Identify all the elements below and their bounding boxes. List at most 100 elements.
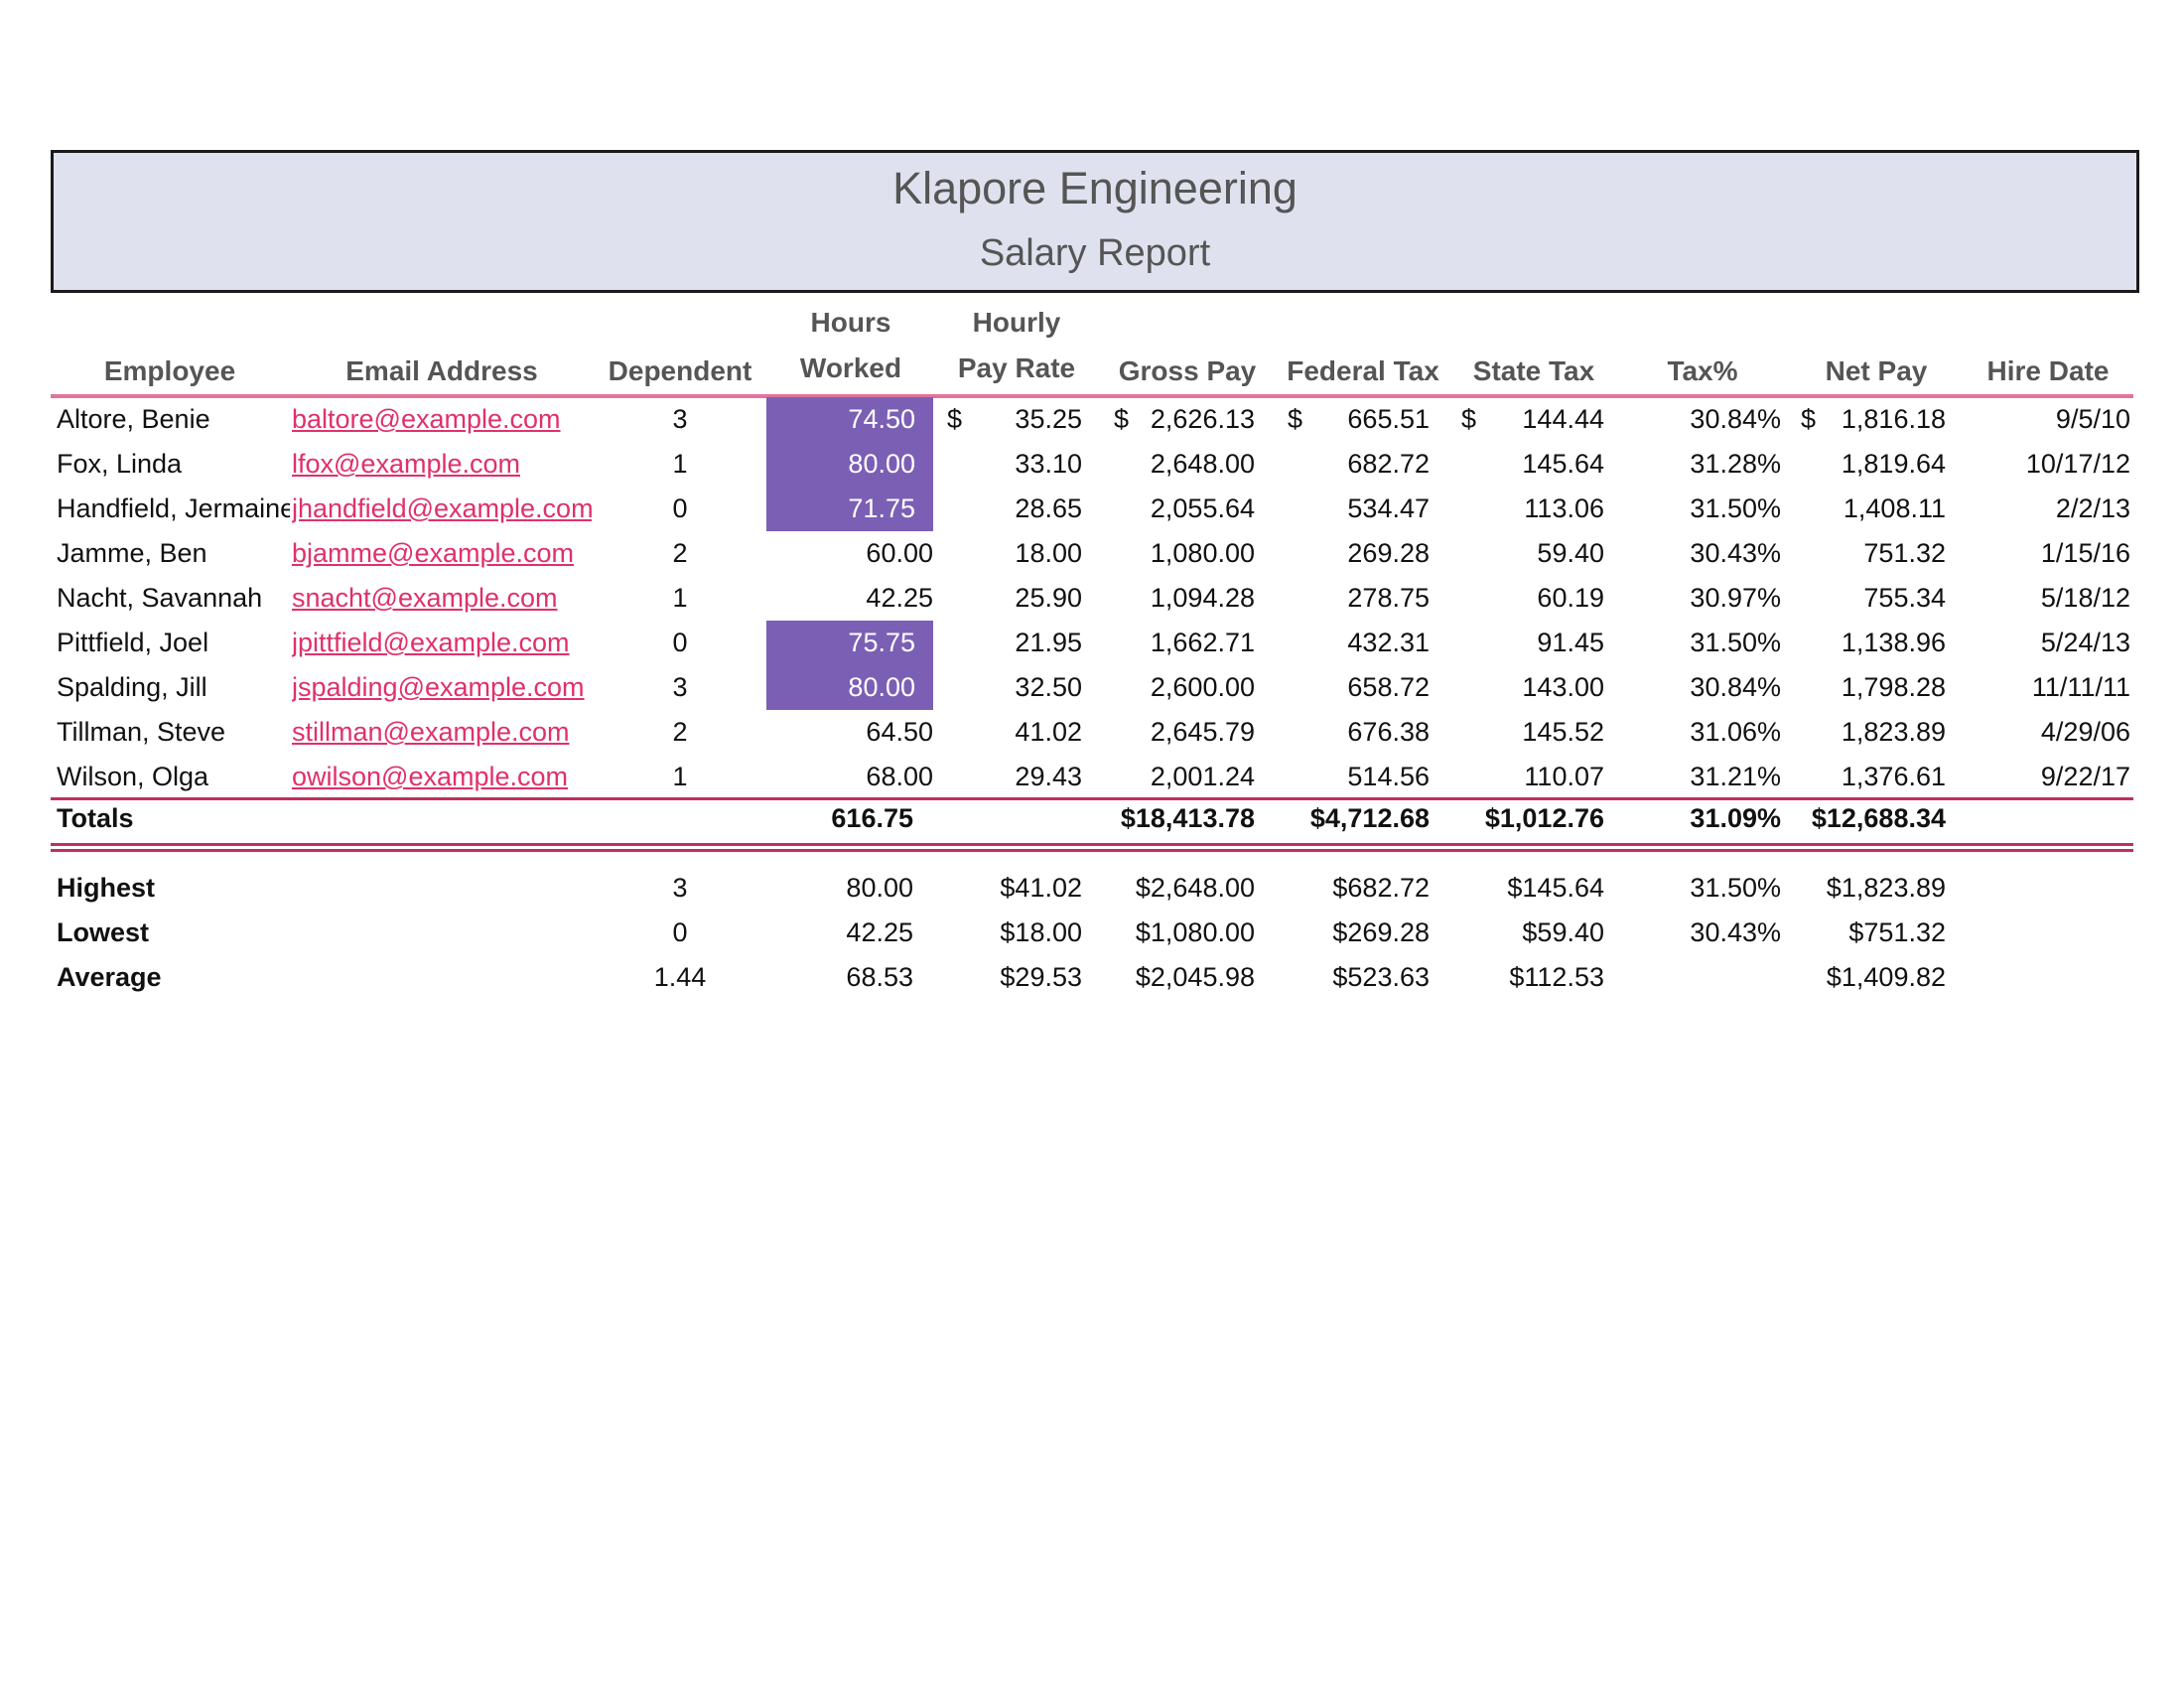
header-state: State Tax: [1472, 355, 1595, 386]
currency-symbol: $: [1288, 404, 1303, 434]
hire-date: 5/24/13: [2040, 628, 2130, 657]
hire-date: 11/11/11: [2031, 672, 2130, 702]
net-pay: 1,798.28: [1841, 672, 1946, 702]
hire-date: 10/17/12: [2025, 449, 2130, 479]
totals-bottom-rule-2: [51, 849, 2133, 852]
hours-worked: 60.00: [866, 538, 933, 568]
stats-hours: 68.53: [846, 962, 913, 992]
hire-date: 5/18/12: [2040, 583, 2130, 613]
federal-tax: 676.38: [1347, 717, 1430, 747]
gross-pay: 1,080.00: [1150, 538, 1255, 568]
header-dependent: Dependent: [608, 355, 752, 386]
dependent-count: 0: [672, 628, 688, 657]
net-pay: 1,408.11: [1843, 493, 1946, 523]
header-hours-line2: Worked: [799, 352, 902, 383]
stats-net: $751.32: [1848, 917, 1946, 947]
state-tax: 145.64: [1522, 449, 1604, 479]
report-title: Salary Report: [979, 232, 1211, 274]
email-link[interactable]: snacht@example.com: [292, 583, 558, 613]
gross-pay: 2,600.00: [1150, 672, 1255, 702]
header-gross: Gross Pay: [1118, 355, 1257, 386]
stats-hours: 42.25: [846, 917, 913, 947]
currency-symbol: $: [947, 404, 963, 434]
currency-symbol: $: [1461, 404, 1477, 434]
email-link[interactable]: jspalding@example.com: [292, 672, 585, 702]
header-taxpct: Tax%: [1667, 355, 1738, 386]
hours-worked: 80.00: [766, 442, 933, 487]
employee-name: Handfield, Jermaine: [57, 493, 290, 523]
tax-percent: 31.28%: [1690, 449, 1781, 479]
hourly-rate: 21.95: [1015, 628, 1082, 657]
dependent-count: 0: [672, 493, 688, 523]
stats-gross: $1,080.00: [1135, 917, 1255, 947]
hourly-rate: 33.10: [1015, 449, 1082, 479]
header-rate-line2: Pay Rate: [957, 352, 1076, 383]
state-tax: 110.07: [1524, 762, 1604, 791]
stats-rate: $18.00: [1000, 917, 1082, 947]
hourly-rate: 18.00: [1015, 538, 1082, 568]
totals-bottom-rule-1: [51, 843, 2133, 846]
tax-percent: 30.84%: [1690, 672, 1781, 702]
hours-worked: 74.50: [766, 397, 933, 442]
dependent-count: 1: [672, 449, 688, 479]
hourly-rate: 32.50: [1015, 672, 1082, 702]
hire-date: 2/2/13: [2055, 493, 2130, 523]
federal-tax: 658.72: [1347, 672, 1430, 702]
header-employee: Employee: [103, 355, 236, 386]
employee-name: Wilson, Olga: [57, 762, 209, 791]
dependent-count: 3: [672, 404, 688, 434]
tax-percent: 31.50%: [1690, 493, 1781, 523]
tax-percent: 30.43%: [1690, 538, 1781, 568]
net-pay: 1,823.89: [1841, 717, 1946, 747]
state-tax: 60.19: [1537, 583, 1604, 613]
state-tax: 59.40: [1537, 538, 1604, 568]
employee-name: Nacht, Savannah: [57, 583, 263, 613]
hire-date: 1/15/16: [2040, 538, 2130, 568]
email-link[interactable]: jpittfield@example.com: [292, 628, 570, 657]
header-net: Net Pay: [1825, 355, 1928, 386]
federal-tax: 665.51: [1347, 404, 1430, 434]
hours-worked: 80.00: [766, 665, 933, 710]
currency-symbol: $: [1114, 404, 1130, 434]
header-hours-line1: Hours: [810, 307, 891, 338]
hourly-rate: 25.90: [1015, 583, 1082, 613]
gross-pay: 2,626.13: [1150, 404, 1255, 434]
dependent-count: 2: [672, 717, 688, 747]
tax-percent: 30.97%: [1690, 583, 1781, 613]
stats-state: $59.40: [1522, 917, 1604, 947]
hours-worked: 64.50: [866, 717, 933, 747]
state-tax: 145.52: [1522, 717, 1604, 747]
state-tax: 91.45: [1537, 628, 1604, 657]
email-link[interactable]: lfox@example.com: [292, 449, 520, 479]
state-tax: 113.06: [1524, 493, 1604, 523]
employee-name: Tillman, Steve: [57, 717, 226, 747]
federal-tax: 432.31: [1347, 628, 1430, 657]
employee-name: Fox, Linda: [57, 449, 183, 479]
stats-taxpct: [1628, 955, 1781, 999]
email-link[interactable]: stillman@example.com: [292, 717, 570, 747]
net-pay: 1,816.18: [1841, 404, 1946, 434]
hire-date: 9/5/10: [2055, 404, 2130, 434]
stats-dependent: 3: [672, 873, 688, 903]
stats-label: Average: [57, 962, 162, 992]
stats-federal: $523.63: [1332, 962, 1430, 992]
gross-pay: 1,094.28: [1150, 583, 1255, 613]
totals-state: $1,012.76: [1484, 803, 1604, 833]
email-link[interactable]: jhandfield@example.com: [292, 493, 592, 523]
gross-pay: 2,055.64: [1150, 493, 1255, 523]
stats-federal: $682.72: [1332, 873, 1430, 903]
employee-name: Pittfield, Joel: [57, 628, 209, 657]
totals-federal: $4,712.68: [1309, 803, 1430, 833]
totals-gross: $18,413.78: [1120, 803, 1255, 833]
hire-date: 9/22/17: [2040, 762, 2130, 791]
stats-label: Lowest: [57, 917, 150, 947]
hire-date: 4/29/06: [2040, 717, 2130, 747]
hours-worked: 71.75: [766, 487, 933, 531]
totals-hours: 616.75: [831, 803, 913, 833]
stats-taxpct: 31.50%: [1690, 873, 1781, 903]
stats-hours: 80.00: [846, 873, 913, 903]
stats-dependent: 1.44: [653, 962, 707, 992]
email-link[interactable]: baltore@example.com: [292, 404, 561, 434]
email-link[interactable]: owilson@example.com: [292, 762, 569, 791]
email-link[interactable]: bjamme@example.com: [292, 538, 575, 568]
